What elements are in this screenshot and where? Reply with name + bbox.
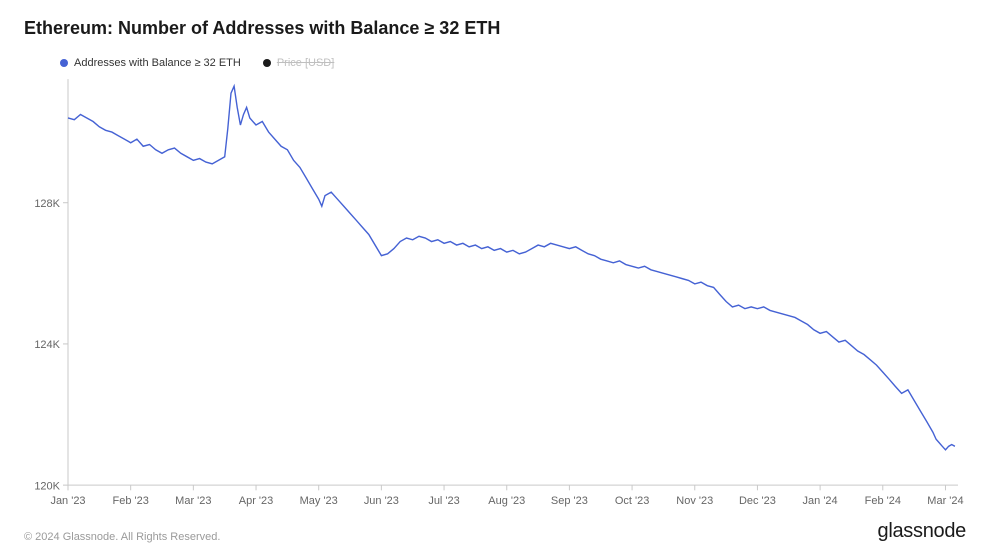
svg-text:Oct '23: Oct '23 (615, 495, 649, 507)
svg-text:Jan '24: Jan '24 (803, 495, 838, 507)
legend-item-price[interactable]: Price [USD] (263, 57, 334, 69)
svg-text:Apr '23: Apr '23 (239, 495, 273, 507)
brand-logo: glassnode (878, 520, 966, 543)
svg-text:124K: 124K (34, 339, 60, 351)
chart-svg: 120K 124K 128K Jan '23 Feb '23 Mar '23 Apr '23… (24, 75, 966, 510)
legend-dot-price (263, 59, 271, 67)
svg-text:Dec '23: Dec '23 (739, 495, 776, 507)
svg-text:120K: 120K (34, 480, 60, 492)
legend-dot-addresses (60, 59, 68, 67)
legend-label-price: Price [USD] (277, 57, 334, 69)
chart-legend: Addresses with Balance ≥ 32 ETH Price [U… (24, 57, 966, 69)
chart-footer: © 2024 Glassnode. All Rights Reserved. g… (24, 520, 966, 543)
chart-plot-area: 120K 124K 128K Jan '23 Feb '23 Mar '23 Apr '23… (24, 75, 966, 510)
svg-text:Aug '23: Aug '23 (488, 495, 525, 507)
svg-text:Jul '23: Jul '23 (428, 495, 459, 507)
copyright-text: © 2024 Glassnode. All Rights Reserved. (24, 531, 220, 543)
svg-text:May '23: May '23 (300, 495, 338, 507)
chart-container: Ethereum: Number of Addresses with Balan… (0, 0, 990, 557)
svg-text:Feb '24: Feb '24 (865, 495, 901, 507)
svg-text:Nov '23: Nov '23 (676, 495, 713, 507)
svg-text:Mar '24: Mar '24 (927, 495, 963, 507)
svg-text:Jun '23: Jun '23 (364, 495, 399, 507)
svg-text:Feb '23: Feb '23 (113, 495, 149, 507)
svg-text:128K: 128K (34, 198, 60, 210)
svg-text:Mar '23: Mar '23 (175, 495, 211, 507)
chart-title: Ethereum: Number of Addresses with Balan… (24, 18, 966, 39)
legend-item-addresses[interactable]: Addresses with Balance ≥ 32 ETH (60, 57, 241, 69)
svg-text:Jan '23: Jan '23 (50, 495, 85, 507)
svg-text:Sep '23: Sep '23 (551, 495, 588, 507)
legend-label-addresses: Addresses with Balance ≥ 32 ETH (74, 57, 241, 69)
